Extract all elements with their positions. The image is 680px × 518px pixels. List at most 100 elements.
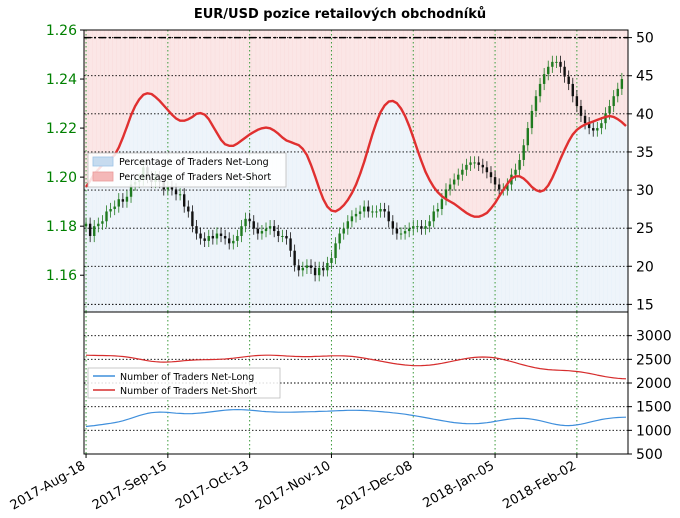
candle-body	[84, 223, 88, 227]
net-short-fill-bar	[313, 30, 318, 177]
candle-body	[567, 76, 570, 84]
net-long-fill-bar	[92, 174, 97, 312]
candle-body	[444, 189, 448, 200]
candle-body	[330, 258, 333, 263]
net-long-fill-bar	[96, 169, 101, 312]
candle-body	[338, 233, 341, 244]
candle-body	[174, 189, 178, 195]
candle-body	[592, 128, 595, 131]
net-short-fill-bar	[578, 30, 584, 127]
net-long-fill-bar	[231, 145, 236, 312]
net-short-fill-bar	[100, 30, 105, 165]
candle-body	[256, 228, 260, 234]
candle-body	[551, 61, 554, 67]
candle-body	[109, 209, 112, 212]
net-short-fill-bar	[378, 30, 383, 113]
net-long-fill-bar	[284, 140, 289, 312]
left-axis-tick-label: 1.16	[46, 268, 77, 284]
candle-body	[440, 199, 444, 210]
net-short-fill-bar	[398, 30, 404, 109]
net-long-fill-bar	[623, 126, 629, 312]
candle-body	[477, 162, 480, 165]
net-short-fill-bar	[386, 30, 392, 102]
count-axis-tick-label: 2500	[636, 352, 672, 368]
right-axis-tick-label: 20	[636, 259, 654, 275]
net-long-fill-bar	[178, 120, 183, 312]
chart-title: EUR/USD pozice retailových obchodníků	[194, 7, 486, 22]
candle-body	[97, 223, 100, 227]
net-short-fill-bar	[218, 30, 224, 140]
net-long-fill-bar	[407, 126, 412, 312]
net-short-fill-bar	[272, 30, 277, 131]
net-short-fill-bar	[341, 30, 347, 206]
net-short-fill-bar	[419, 30, 424, 162]
net-long-fill-bar	[288, 142, 293, 312]
net-long-fill-bar	[202, 114, 208, 312]
net-short-fill-bar	[448, 30, 453, 202]
net-long-fill-bar	[521, 178, 527, 312]
net-long-fill-bar	[550, 177, 555, 312]
candle-body	[604, 113, 607, 124]
candle-body	[534, 96, 538, 111]
net-long-fill-bar	[472, 216, 477, 312]
net-short-fill-bar	[284, 30, 289, 141]
net-short-fill-bar	[325, 30, 330, 207]
candle-body	[522, 145, 525, 160]
candle-body	[371, 211, 374, 213]
net-long-fill-bar	[366, 148, 371, 312]
candle-body	[563, 66, 566, 77]
net-long-fill-bar	[460, 209, 465, 312]
net-long-fill-bar	[497, 196, 502, 312]
candle-body	[211, 235, 215, 239]
net-short-fill-bar	[214, 30, 220, 133]
net-short-fill-bar	[497, 30, 502, 197]
net-short-fill-bar	[157, 30, 163, 101]
candle-body	[358, 211, 362, 214]
net-short-fill-bar	[358, 30, 363, 175]
net-long-fill-bar	[84, 187, 89, 312]
net-short-fill-bar	[554, 30, 559, 169]
net-short-fill-bar	[362, 30, 367, 162]
candle-body	[248, 218, 251, 222]
net-long-fill-bar	[313, 176, 318, 312]
net-short-fill-bar	[128, 30, 134, 116]
net-long-fill-bar	[443, 199, 449, 312]
net-long-fill-bar	[574, 129, 580, 312]
net-short-fill-bar	[615, 30, 621, 120]
candle-body	[277, 231, 280, 236]
candle-body	[191, 211, 194, 227]
candle-body	[178, 194, 182, 196]
net-long-fill-bar	[108, 158, 113, 312]
net-long-legend-swatch	[92, 156, 114, 167]
candle-body	[489, 172, 493, 178]
net-short-fill-bar	[390, 30, 396, 101]
candle-body	[559, 61, 562, 67]
candle-body	[362, 206, 366, 212]
candle-body	[518, 159, 521, 170]
net-short-fill-bar	[210, 30, 216, 127]
net-long-fill-bar	[173, 118, 179, 312]
candle-body	[367, 206, 370, 212]
net-short-count-legend-label: Number of Traders Net-Short	[120, 386, 257, 397]
candle-body	[293, 250, 296, 266]
left-axis-tick-label: 1.20	[46, 170, 77, 186]
net-long-fill-bar	[533, 190, 539, 312]
net-long-fill-bar	[615, 119, 621, 312]
candle-body	[571, 83, 574, 97]
candles-group	[84, 55, 624, 282]
net-long-fill-bar	[435, 192, 441, 312]
candle-body	[268, 226, 272, 229]
net-long-fill-bar	[349, 193, 355, 312]
net-long-fill-bar	[398, 108, 404, 312]
x-axis-tick-label: 2017-Aug-18	[8, 458, 88, 513]
net-long-fill-bar	[611, 116, 617, 312]
candle-body	[555, 61, 558, 63]
net-long-fill-bar	[218, 139, 224, 312]
candle-body	[342, 228, 345, 234]
net-short-fill-bar	[538, 30, 543, 192]
candle-body	[240, 226, 243, 236]
net-long-fill-bar	[263, 127, 269, 312]
net-short-fill-bar	[603, 30, 608, 117]
candle-body	[432, 211, 435, 222]
net-short-fill-bar	[255, 30, 261, 130]
